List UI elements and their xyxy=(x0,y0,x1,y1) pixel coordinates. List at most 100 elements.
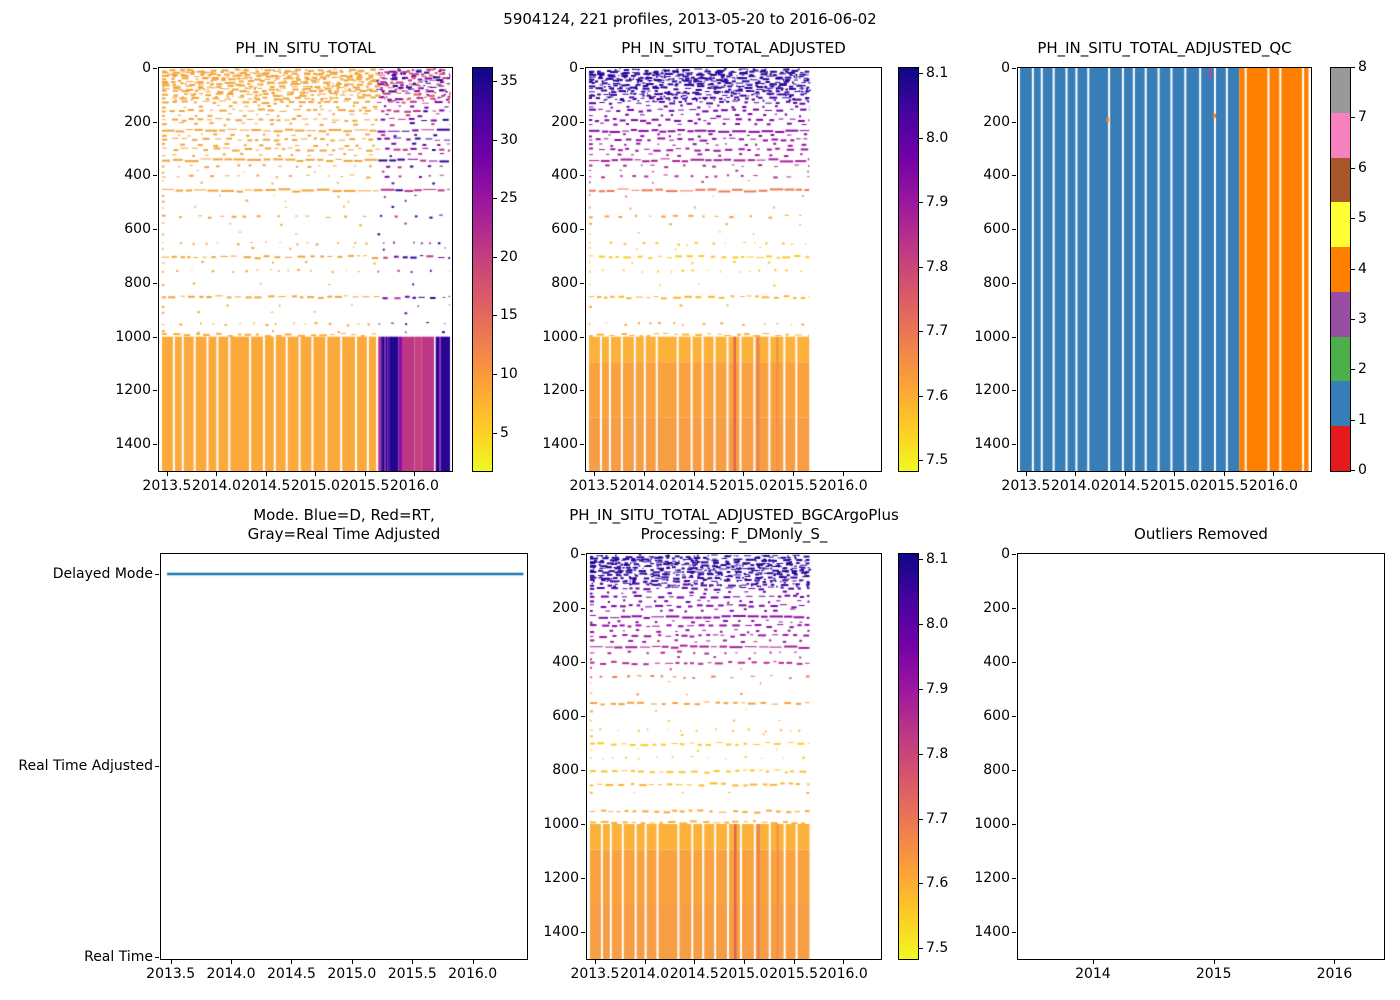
colorbar-tick-mark xyxy=(919,559,923,561)
x-tick-mark xyxy=(843,472,845,476)
y-tick-label: Real Time xyxy=(84,949,153,966)
colorbar-tick-mark xyxy=(1351,419,1355,421)
x-tick-label: 2014.0 xyxy=(619,478,669,494)
x-tick-mark xyxy=(644,960,646,964)
qc-color-segment xyxy=(1331,336,1350,382)
y-tick-mark xyxy=(153,282,157,284)
colorbar-tick-label: 30 xyxy=(500,131,518,148)
qc-color-segment xyxy=(1331,112,1350,158)
colorbar-tick-label: 7 xyxy=(1358,109,1367,126)
title-line: Gray=Real Time Adjusted xyxy=(247,525,441,543)
title-line: Outliers Removed xyxy=(1134,525,1268,543)
colorbar-tick-mark xyxy=(1351,117,1355,119)
x-tick-label: 2014.0 xyxy=(1050,478,1100,494)
y-tick-mark xyxy=(580,175,584,177)
colorbar-tick-mark xyxy=(919,883,923,885)
x-tick-label: 2013.5 xyxy=(569,478,619,494)
y-tick-label: 200 xyxy=(983,600,1010,616)
y-tick-label: 1400 xyxy=(974,436,1010,453)
y-tick-label: 0 xyxy=(1001,60,1010,76)
y-tick-mark xyxy=(580,444,584,446)
colorbar-ph-in-situ-total-adjusted-qc xyxy=(1330,67,1351,472)
y-tick-label: 1400 xyxy=(974,924,1010,940)
x-tick-label: 2013.5 xyxy=(146,966,196,982)
colorbar-tick-mark xyxy=(493,139,497,141)
y-tick-mark xyxy=(1012,608,1016,609)
y-tick-mark xyxy=(1012,229,1016,231)
colorbar-tick-label: 8.0 xyxy=(926,129,949,146)
x-tick-mark xyxy=(1213,960,1215,964)
colorbar-tick-mark xyxy=(493,315,497,317)
colorbar-tick-mark xyxy=(919,395,923,397)
y-tick-label: 1200 xyxy=(115,382,151,399)
y-tick-mark xyxy=(153,444,157,446)
y-tick-label: 200 xyxy=(552,600,579,616)
x-tick-label: 2015.5 xyxy=(1199,478,1249,494)
y-tick-label: 1200 xyxy=(543,870,579,886)
x-tick-mark xyxy=(1124,472,1126,476)
y-tick-mark xyxy=(1012,878,1016,879)
x-tick-mark xyxy=(594,960,596,964)
x-tick-mark xyxy=(166,472,168,476)
x-tick-mark xyxy=(843,960,845,964)
y-tick-mark xyxy=(1012,175,1016,177)
colorbar-ph-in-situ-total-adjusted xyxy=(898,67,919,472)
y-tick-label: 600 xyxy=(552,708,579,724)
x-tick-label: 2016 xyxy=(1316,966,1353,982)
x-tick-mark xyxy=(1334,960,1336,964)
y-tick-mark xyxy=(153,229,157,231)
colorbar-tick-mark xyxy=(493,256,497,258)
y-tick-label: Real Time Adjusted xyxy=(18,757,153,774)
x-tick-label: 2013.5 xyxy=(570,966,620,982)
y-tick-label: 1200 xyxy=(974,870,1010,886)
y-tick-mark xyxy=(153,390,157,392)
x-tick-label: 2016.0 xyxy=(1248,478,1298,494)
axes-outliers-removed xyxy=(1017,553,1385,960)
x-tick-mark xyxy=(1273,472,1275,476)
x-tick-label: 2015.5 xyxy=(769,966,819,982)
qc-color-segment xyxy=(1331,426,1350,471)
colorbar-tick-label: 8.0 xyxy=(926,616,949,633)
x-tick-label: 2014.5 xyxy=(669,966,719,982)
colorbar-tick-label: 20 xyxy=(500,248,518,265)
axes-ph-adjusted-bgcargoplus xyxy=(586,553,882,960)
y-tick-mark xyxy=(1012,68,1016,69)
title-line: Mode. Blue=D, Red=RT, xyxy=(253,506,435,524)
colorbar-tick-mark xyxy=(1351,167,1355,169)
colorbar-tick-mark xyxy=(1351,268,1355,270)
colorbar-tick-label: 2 xyxy=(1358,361,1367,378)
x-tick-label: 2014.0 xyxy=(620,966,670,982)
x-tick-mark xyxy=(743,960,745,964)
x-tick-mark xyxy=(593,472,595,476)
colorbar-tick-mark xyxy=(1351,470,1355,471)
title-line: PH_IN_SITU_TOTAL xyxy=(235,39,376,57)
y-tick-label: 1000 xyxy=(542,328,578,345)
colorbar-tick-mark xyxy=(919,331,923,333)
x-tick-mark xyxy=(1174,472,1176,476)
x-tick-label: 2015.5 xyxy=(340,478,390,494)
y-tick-label: 400 xyxy=(983,654,1010,670)
axes-mode xyxy=(160,553,528,960)
y-tick-mark xyxy=(581,932,585,933)
y-tick-mark xyxy=(1012,282,1016,284)
colorbar-tick-label: 7.5 xyxy=(926,940,949,957)
y-tick-label: 200 xyxy=(551,113,578,130)
x-tick-label: 2015.5 xyxy=(387,966,437,982)
y-tick-mark xyxy=(581,716,585,717)
colorbar-tick-label: 7.6 xyxy=(926,875,949,892)
colorbar-tick-mark xyxy=(919,948,923,950)
x-tick-label: 2015.0 xyxy=(1149,478,1199,494)
y-tick-mark xyxy=(1012,716,1016,717)
qc-color-segment xyxy=(1331,381,1350,427)
colorbar-tick-label: 0 xyxy=(1358,462,1367,478)
x-tick-label: 2015.0 xyxy=(290,478,340,494)
y-tick-label: 0 xyxy=(570,546,579,562)
axes-ph-in-situ-total-adjusted xyxy=(585,67,882,472)
y-tick-mark xyxy=(153,336,157,338)
colorbar-tick-label: 10 xyxy=(500,365,518,382)
x-tick-label: 2013.5 xyxy=(142,478,192,494)
x-tick-label: 2014.5 xyxy=(669,478,719,494)
title-outliers-removed: Outliers Removed xyxy=(957,525,1400,544)
y-tick-mark xyxy=(153,68,157,69)
